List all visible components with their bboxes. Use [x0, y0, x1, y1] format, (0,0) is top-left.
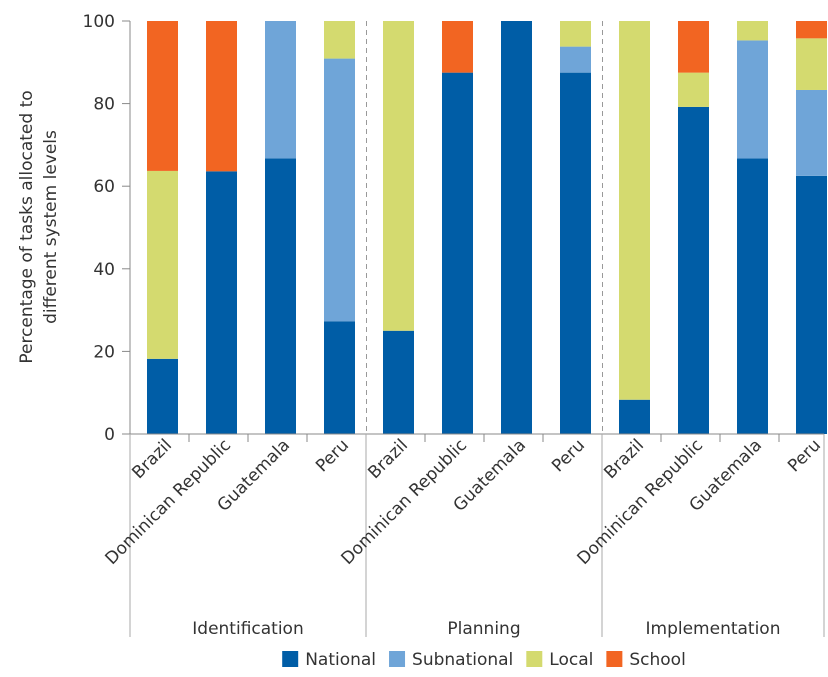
y-tick-label: 80 [93, 95, 115, 115]
axes-layer [122, 20, 825, 637]
legend-swatch-subnational [389, 651, 406, 667]
group-label: Implementation [646, 619, 781, 639]
y-axis-title-line: different system levels [41, 130, 61, 324]
y-axis-title-line: Percentage of tasks allocated to [17, 90, 37, 363]
y-tick-label: 60 [93, 177, 115, 197]
legend-label-local: Local [549, 650, 593, 670]
bar-segment-national-2 [206, 171, 237, 434]
x-category-label: Brazil [600, 435, 648, 483]
legend-label-national: National [305, 650, 376, 670]
legend-label-school: School [629, 650, 685, 670]
y-tick-label: 20 [93, 342, 115, 362]
bar-segment-school-10 [678, 21, 709, 73]
y-axis-title: Percentage of tasks allocated to differen… [17, 90, 61, 363]
bar-segment-national-9 [619, 399, 650, 434]
x-category-label: Peru [784, 435, 825, 476]
legend: National Subnational Local School [282, 650, 686, 670]
y-tick-label: 0 [104, 425, 115, 445]
bar-segment-subnational-4 [324, 58, 355, 322]
bar-segment-national-4 [324, 321, 355, 434]
x-category-label: Brazil [128, 435, 176, 483]
bar-segment-national-5 [383, 330, 414, 434]
bar-segment-subnational-11 [737, 40, 768, 159]
bar-segment-local-9 [619, 21, 650, 400]
bar-segment-local-10 [678, 72, 709, 107]
group-label: Planning [447, 619, 520, 639]
bar-segment-local-8 [560, 21, 591, 47]
bar-segment-national-7 [501, 21, 532, 434]
bar-segment-national-3 [265, 158, 296, 434]
bar-segment-national-6 [442, 72, 473, 435]
bars-layer [147, 21, 827, 435]
bar-segment-national-1 [147, 358, 178, 434]
group-label: Identification [192, 619, 303, 639]
legend-swatch-national [282, 651, 299, 667]
bar-segment-school-12 [796, 21, 827, 39]
bar-segment-national-11 [737, 158, 768, 434]
x-category-label: Peru [312, 435, 353, 476]
bar-segment-local-1 [147, 170, 178, 359]
bar-segment-local-5 [383, 21, 414, 331]
bar-segment-national-10 [678, 106, 709, 435]
bar-segment-local-11 [737, 21, 768, 41]
bar-segment-local-4 [324, 21, 355, 59]
y-tick-label: 40 [93, 260, 115, 280]
bar-segment-local-12 [796, 38, 827, 90]
bar-segment-school-2 [206, 21, 237, 172]
legend-label-subnational: Subnational [412, 650, 513, 670]
y-tick-label: 100 [83, 12, 115, 32]
bar-segment-subnational-3 [265, 21, 296, 159]
bar-segment-school-6 [442, 21, 473, 73]
x-category-label: Peru [548, 435, 589, 476]
bar-segment-national-12 [796, 175, 827, 435]
bar-segment-subnational-12 [796, 89, 827, 176]
legend-swatch-school [606, 651, 623, 667]
x-category-label: Brazil [364, 435, 412, 483]
bar-segment-school-1 [147, 21, 178, 171]
legend-swatch-local [526, 651, 543, 667]
bar-segment-national-8 [560, 72, 591, 435]
bar-segment-subnational-8 [560, 46, 591, 73]
